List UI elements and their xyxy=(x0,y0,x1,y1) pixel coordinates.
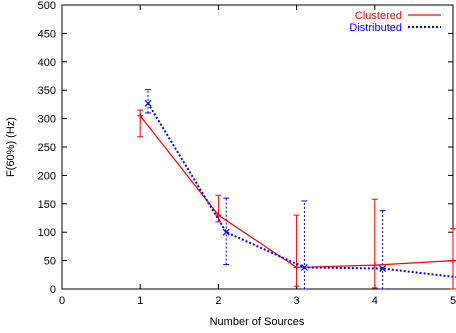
x-tick-label: 1 xyxy=(137,295,143,307)
y-tick-label: 200 xyxy=(38,170,56,182)
data-point xyxy=(144,99,152,107)
x-tick-label: 4 xyxy=(372,295,378,307)
y-tick-label: 100 xyxy=(38,227,56,239)
data-point xyxy=(379,265,387,272)
y-tick-label: 300 xyxy=(38,114,56,126)
y-tick-label: 50 xyxy=(44,256,56,268)
y-tick-label: 250 xyxy=(38,142,56,154)
data-point xyxy=(300,263,308,271)
y-tick-label: 400 xyxy=(38,57,56,69)
data-point xyxy=(222,228,230,236)
x-tick-label: 2 xyxy=(215,295,221,307)
legend-label-distributed: Distributed xyxy=(349,22,402,34)
x-axis-label: Number of Sources xyxy=(210,316,305,328)
x-tick-label: 3 xyxy=(294,295,300,307)
legend-label-clustered: Clustered xyxy=(355,10,402,22)
y-axis-label: F(60%) (Hz) xyxy=(5,117,17,177)
y-tick-label: 0 xyxy=(50,284,56,296)
series-layer xyxy=(137,89,456,290)
x-tick-label: 0 xyxy=(59,295,65,307)
y-tick-label: 450 xyxy=(38,28,56,40)
series-distributed xyxy=(144,89,456,290)
y-axis: 0 50 100 150 200 250 300 350 400 450 500 xyxy=(38,0,453,296)
x-tick-label: 5 xyxy=(450,295,456,307)
y-tick-label: 350 xyxy=(38,85,56,97)
series-line xyxy=(147,102,456,279)
series-clustered xyxy=(137,109,456,290)
y-tick-label: 500 xyxy=(38,0,56,12)
y-tick-label: 150 xyxy=(38,199,56,211)
x-axis: 0 1 2 3 4 5 xyxy=(59,5,456,307)
